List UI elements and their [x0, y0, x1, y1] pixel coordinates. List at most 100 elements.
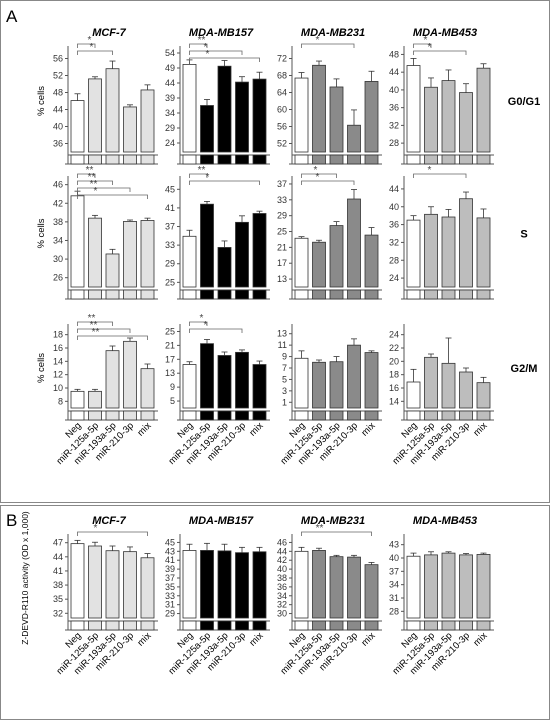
- bar-mix: [140, 368, 155, 409]
- y-tick-label: 56: [277, 122, 287, 132]
- y-tick-label: 37: [165, 573, 175, 583]
- bar-mir-125a-5p: [200, 203, 214, 288]
- bar-stub: [312, 410, 326, 421]
- y-tick-label: 40: [389, 553, 399, 563]
- bar-stub: [329, 154, 344, 165]
- bar-neg: [294, 357, 309, 409]
- phase-label: S: [520, 229, 527, 241]
- y-tick-label: 25: [277, 227, 287, 237]
- bar-mir-125a-5p: [200, 343, 214, 409]
- significance-bracket: [301, 173, 337, 178]
- bar-mix: [252, 364, 267, 409]
- bar-mir-125a-5p: [200, 550, 214, 619]
- y-tick-label: 32: [277, 600, 287, 610]
- y-tick-label: 37: [165, 222, 175, 232]
- y-tick-label: 72: [277, 54, 287, 64]
- x-tick-label: mix: [359, 630, 377, 648]
- bar-mir-210-3p: [347, 198, 361, 288]
- bar-stub: [88, 410, 102, 421]
- significance-label: *: [206, 172, 210, 183]
- bar-mix: [476, 554, 491, 619]
- bar-stub: [441, 410, 456, 421]
- y-tick-label: 18: [53, 330, 63, 340]
- y-tick-label: 43: [389, 540, 399, 550]
- bar-neg: [182, 235, 197, 288]
- bar-mir-193a-5p: [217, 65, 232, 153]
- bar-stub: [182, 410, 197, 421]
- bar-mir-125a-5p: [312, 361, 326, 409]
- bar-mix: [364, 564, 379, 619]
- y-tick-label: 46: [53, 180, 63, 190]
- y-tick-label: 16: [53, 343, 63, 353]
- chart-1-0: MCF-7 32 35 38 41 44 47 Z-DEVD-R110 activity (O…: [20, 511, 158, 677]
- significance-bracket: [77, 180, 113, 185]
- y-tick-label: 30: [277, 609, 287, 619]
- significance-label: *: [428, 165, 432, 176]
- significance-bracket: [77, 187, 131, 192]
- significance-bracket: [189, 50, 243, 55]
- y-tick-label: 44: [389, 184, 399, 194]
- bar-neg: [182, 364, 197, 409]
- y-tick-label: 8: [58, 396, 63, 406]
- y-tick-label: 33: [277, 195, 287, 205]
- y-tick-label: 68: [277, 71, 287, 81]
- bar-stub: [217, 620, 232, 631]
- bar-stub: [294, 620, 309, 631]
- y-tick-label: 35: [53, 594, 63, 604]
- significance-bracket: [301, 180, 355, 185]
- y-tick-label: 29: [165, 259, 175, 269]
- y-tick-label: 14: [389, 396, 399, 406]
- significance-bracket: [77, 531, 148, 536]
- y-tick-label: 17: [277, 258, 287, 268]
- y-tick-label: 31: [165, 600, 175, 610]
- bar-mix: [476, 217, 491, 288]
- y-tick-label: 29: [165, 123, 175, 133]
- bar-stub: [406, 154, 421, 165]
- chart-0-3: MDA-MB453 28 32 36 40 44 48 **: [389, 27, 494, 165]
- significance-bracket: [77, 50, 113, 55]
- y-tick-label: 21: [277, 242, 287, 252]
- bar-mix: [476, 67, 491, 153]
- y-tick-label: 34: [389, 580, 399, 590]
- y-tick-label: 22: [389, 343, 399, 353]
- bar-mir-125a-5p: [424, 356, 438, 409]
- y-tick-label: 45: [165, 537, 175, 547]
- bar-stub: [105, 289, 120, 300]
- bar-stub: [217, 289, 232, 300]
- y-tick-label: 33: [165, 591, 175, 601]
- significance-bracket: [189, 180, 260, 185]
- x-tick-label: mix: [135, 630, 153, 648]
- y-tick-label: 13: [165, 368, 175, 378]
- significance-label: *: [94, 186, 98, 197]
- x-tick-label: mix: [247, 420, 265, 438]
- bar-neg: [406, 65, 421, 153]
- bar-mir-210-3p: [459, 198, 473, 288]
- y-tick-label: 60: [277, 105, 287, 115]
- bar-neg: [406, 555, 421, 619]
- phase-label: G2/M: [511, 363, 538, 375]
- significance-bracket: [413, 50, 467, 55]
- bar-stub: [123, 620, 137, 631]
- y-tick-label: 34: [53, 235, 63, 245]
- bar-mir-210-3p: [123, 551, 137, 619]
- bar-mir-193a-5p: [217, 247, 232, 288]
- y-tick-label: 21: [165, 340, 175, 350]
- bar-mir-193a-5p: [217, 355, 232, 409]
- bar-stub: [364, 289, 379, 300]
- bar-stub: [294, 410, 309, 421]
- y-tick-label: 5: [282, 374, 287, 384]
- bar-mir-193a-5p: [217, 550, 232, 619]
- bar-stub: [182, 154, 197, 165]
- y-tick-label: 34: [165, 108, 175, 118]
- x-tick-label: mix: [471, 630, 489, 648]
- significance-bracket: [301, 43, 355, 48]
- y-tick-label: 28: [389, 138, 399, 148]
- significance-bracket: [77, 173, 96, 178]
- bar-stub: [123, 154, 137, 165]
- bar-stub: [459, 289, 473, 300]
- bar-neg: [70, 195, 85, 288]
- bar-stub: [441, 620, 456, 631]
- significance-label: *: [314, 165, 318, 176]
- bar-neg: [70, 100, 85, 153]
- bar-mir-210-3p: [347, 556, 361, 619]
